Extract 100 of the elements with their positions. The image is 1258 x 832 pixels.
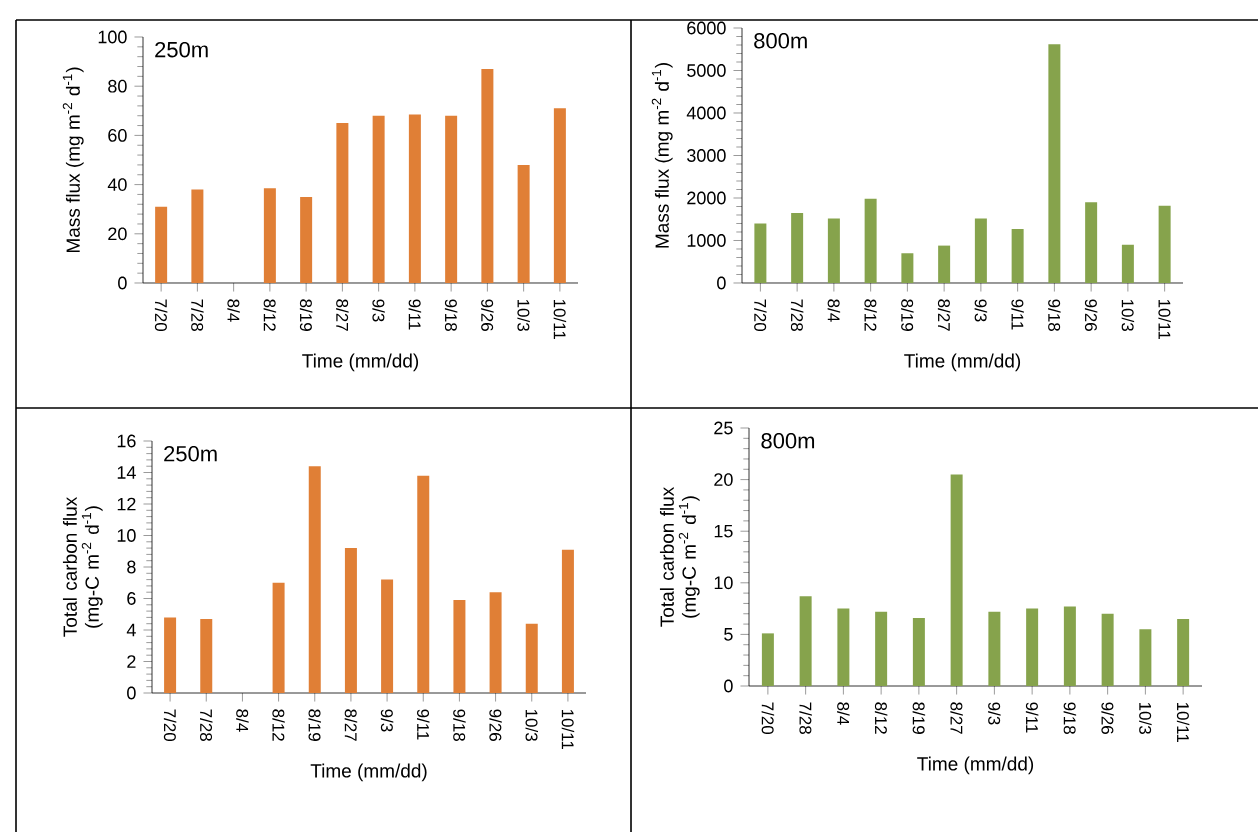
y-tick-label: 0 — [724, 679, 733, 693]
bar — [191, 189, 204, 283]
bar — [1085, 202, 1098, 283]
x-tick-label: 8/12 — [864, 299, 877, 331]
x-tick-label: 9/26 — [481, 299, 494, 331]
x-axis-title: Time (mm/dd) — [310, 763, 427, 782]
x-tick-label: 8/19 — [912, 702, 926, 734]
x-tick-label: 10/3 — [517, 299, 530, 331]
y-tick-label: 6000 — [687, 21, 726, 35]
y-tick-label: 8 — [127, 560, 136, 574]
bar — [445, 115, 458, 283]
bar — [489, 592, 502, 693]
x-tick-label: 9/11 — [408, 299, 422, 330]
x-tick-label: 9/11 — [1025, 702, 1039, 733]
y-tick-label: 10 — [117, 529, 136, 542]
annotation: 250m — [155, 41, 208, 58]
x-tick-label: 9/11 — [1011, 299, 1024, 330]
annotation: 800m — [761, 433, 815, 449]
y-tick-label: 25 — [714, 421, 733, 435]
bar — [308, 466, 321, 693]
bar — [799, 596, 812, 686]
bar — [417, 475, 430, 693]
x-tick-label: 9/3 — [988, 702, 1001, 725]
bar — [1177, 618, 1190, 686]
x-tick-label: 9/18 — [1063, 702, 1077, 734]
bar — [754, 223, 767, 283]
x-tick-label: 9/18 — [1048, 299, 1061, 331]
x-tick-label: 9/26 — [1084, 299, 1098, 331]
bar — [381, 579, 394, 693]
y-tick-label: 15 — [714, 524, 733, 538]
x-tick-label: 7/20 — [163, 709, 177, 742]
bar — [938, 245, 951, 283]
y-tick-label: 20 — [108, 227, 127, 241]
bar — [950, 474, 963, 686]
y-tick-label: 5 — [724, 628, 733, 641]
x-tick-label: 7/28 — [799, 702, 812, 734]
x-tick-label: 8/27 — [336, 299, 349, 331]
bar — [1158, 205, 1171, 283]
x-tick-label: 8/12 — [874, 702, 888, 734]
bar — [481, 68, 494, 283]
y-tick-label: 14 — [117, 466, 136, 479]
bar — [517, 164, 530, 283]
bar — [408, 114, 421, 283]
x-tick-label: 10/11 — [553, 299, 567, 340]
x-tick-label: 9/3 — [372, 299, 385, 322]
bar — [272, 582, 285, 693]
x-axis-title: Time (mm/dd) — [917, 756, 1034, 775]
y-tick-label: 0 — [717, 276, 726, 290]
x-tick-label: 8/12 — [272, 709, 285, 741]
bar — [901, 253, 914, 283]
x-tick-label: 8/27 — [950, 702, 963, 734]
y-tick-label: 2000 — [687, 191, 726, 205]
x-tick-label: 8/4 — [837, 702, 850, 725]
y-tick-label: 0 — [127, 686, 136, 700]
x-tick-label: 9/26 — [1101, 702, 1114, 734]
y-tick-label: 80 — [108, 79, 127, 93]
x-tick-label: 9/3 — [380, 709, 394, 732]
x-tick-label: 7/20 — [761, 702, 775, 735]
bar — [553, 108, 566, 283]
bar — [1121, 244, 1134, 283]
x-tick-label: 10/11 — [1176, 702, 1190, 743]
y-tick-label: 6 — [127, 592, 136, 605]
y-tick-label: 1000 — [687, 234, 726, 247]
x-tick-label: 9/3 — [974, 299, 988, 322]
bar — [164, 617, 177, 693]
bar — [864, 198, 877, 283]
bar — [155, 206, 168, 283]
x-tick-label: 9/18 — [444, 299, 458, 331]
bar — [827, 218, 840, 283]
x-axis-title: Time (mm/dd) — [302, 353, 419, 372]
x-tick-label: 7/28 — [200, 709, 213, 741]
y-tick-label: 3000 — [687, 149, 726, 162]
x-tick-label: 8/4 — [227, 299, 240, 322]
x-tick-label: 10/3 — [525, 709, 539, 741]
x-tick-label: 10/11 — [1158, 299, 1171, 340]
x-axis-title: Time (mm/dd) — [904, 353, 1021, 372]
y-tick-label: 12 — [117, 497, 136, 511]
bar — [525, 623, 538, 693]
bar — [912, 617, 925, 686]
bar — [1026, 608, 1039, 686]
x-tick-label: 10/3 — [1121, 299, 1135, 331]
x-tick-label: 7/20 — [754, 299, 767, 332]
bar — [372, 115, 385, 283]
x-tick-label: 9/18 — [453, 709, 466, 741]
x-tick-label: 8/27 — [937, 299, 951, 331]
bar — [791, 212, 804, 283]
x-tick-label: 8/4 — [827, 299, 841, 322]
bar — [1139, 629, 1152, 686]
bar — [561, 549, 574, 693]
x-tick-label: 9/11 — [417, 709, 430, 740]
bar — [453, 600, 466, 693]
y-tick-label: 20 — [714, 473, 733, 486]
x-tick-label: 10/3 — [1139, 702, 1152, 734]
bar — [875, 611, 888, 686]
bar — [1063, 606, 1076, 686]
y-tick-label: 4 — [126, 623, 136, 637]
bar — [837, 608, 850, 686]
x-tick-label: 8/19 — [901, 299, 914, 331]
x-tick-label: 8/19 — [308, 709, 322, 741]
y-tick-label: 40 — [107, 178, 127, 191]
